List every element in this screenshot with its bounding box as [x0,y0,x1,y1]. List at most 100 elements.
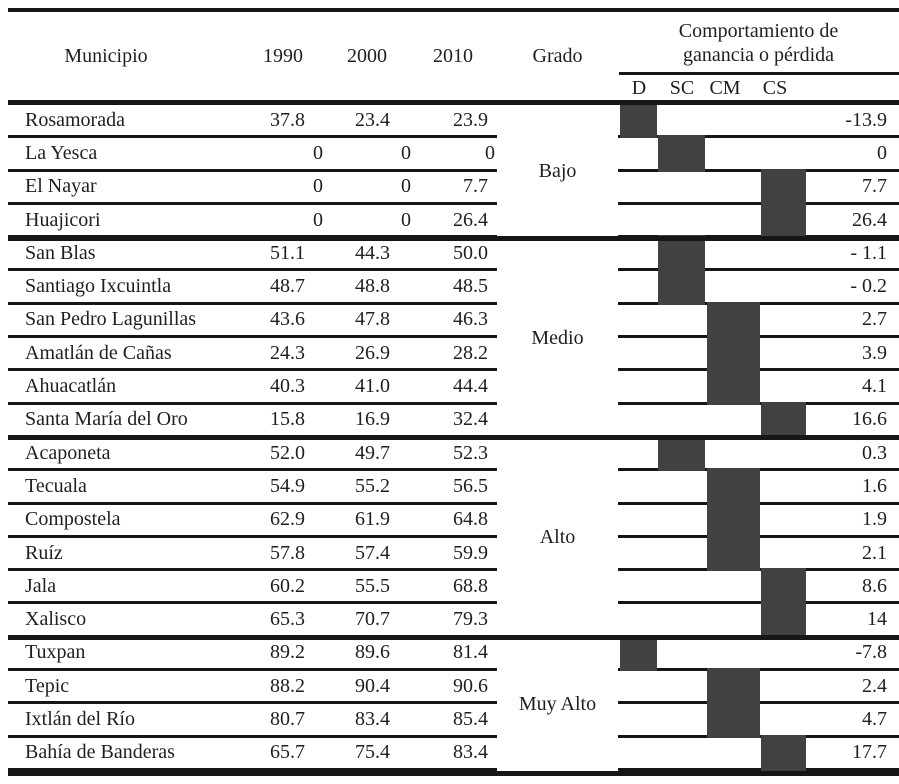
category-marker [658,235,705,272]
category-marker [761,734,806,771]
category-marker [707,301,760,339]
municipio-cell: Tepic [25,674,70,697]
row-left-section: Santa María del Oro 15.8 16.9 32.4 [8,405,497,438]
category-marker [761,401,806,438]
row-left-section: Tuxpan 89.2 89.6 81.4 [8,638,497,672]
table-row: Amatlán de Cañas 24.3 26.9 28.2 3.9 [8,335,899,372]
comportamiento-line-2: ganancia o pérdida [682,44,835,66]
municipality-table: Municipio 1990 2000 2010 Grado Comportam… [8,8,899,776]
category-marker [620,102,657,139]
value-1990-cell: 37.8 [270,108,305,131]
change-value: 4.1 [862,375,887,398]
municipio-cell: Ruíz [25,541,63,564]
col-header-cm: CM [709,77,741,99]
header-left-section: Municipio 1990 2000 2010 [8,12,497,100]
row-left-section: Acaponeta 52.0 49.7 52.3 [8,438,497,472]
value-1990-cell: 0 [313,141,323,164]
value-2000-cell: 90.4 [355,674,390,697]
category-marker [620,634,657,672]
value-1990-cell: 57.8 [270,541,305,564]
change-value: - 1.1 [850,241,887,264]
value-1990-cell: 24.3 [270,341,305,364]
category-marker [707,335,760,372]
value-2010-cell: 50.0 [453,241,488,264]
row-left-section: Tepic 88.2 90.4 90.6 [8,671,497,705]
row-left-section: Xalisco 65.3 70.7 79.3 [8,604,497,638]
change-value: 1.6 [862,474,887,497]
value-1990-cell: 51.1 [270,241,305,264]
value-1990-cell: 65.7 [270,741,305,764]
row-comportamiento-section: 0 [618,135,899,172]
municipio-cell: Santa María del Oro [25,408,188,431]
change-value: -13.9 [845,108,887,131]
municipio-cell: San Blas [25,241,96,264]
change-value: 14 [867,608,887,631]
value-2010-cell: 26.4 [453,208,488,231]
value-2010-cell: 83.4 [453,741,488,764]
row-left-section: Compostela 62.9 61.9 64.8 [8,505,497,538]
value-2000-cell: 0 [401,141,411,164]
value-2010-cell: 32.4 [453,408,488,431]
value-2010-cell: 7.7 [463,175,488,198]
row-left-section: Huajicori 0 0 26.4 [8,205,497,239]
category-marker [761,201,806,239]
row-left-section: El Nayar 0 0 7.7 [8,172,497,205]
municipio-cell: Ahuacatlán [25,375,117,398]
col-header-sc: SC [669,77,695,99]
value-2010-cell: 28.2 [453,341,488,364]
category-marker [707,701,760,738]
grade-label: Alto [539,526,576,549]
category-marker [658,135,705,172]
municipio-cell: Jala [25,574,57,597]
municipio-cell: Santiago Ixcuintla [25,275,172,298]
change-value: - 0.2 [850,275,887,298]
change-value: 3.9 [862,341,887,364]
change-value: 8.6 [862,574,887,597]
category-marker [707,534,760,572]
row-comportamiento-section: - 1.1 [618,235,899,272]
value-2010-cell: 48.5 [453,275,488,298]
table-row: La Yesca 0 0 0 0 [8,135,899,172]
row-left-section: Santiago Ixcuintla 48.7 48.8 48.5 [8,271,497,305]
table-row: El Nayar 0 0 7.7 7.7 [8,168,899,205]
grade-group: Tuxpan 89.2 89.6 81.4 -7.8 Tepic 88.2 90… [8,634,899,771]
municipio-cell: El Nayar [25,175,97,198]
value-1990-cell: 88.2 [270,674,305,697]
table-row: Compostela 62.9 61.9 64.8 1.9 [8,501,899,538]
value-2000-cell: 55.2 [355,474,390,497]
value-2010-cell: 81.4 [453,641,488,664]
table-row: Huajicori 0 0 26.4 26.4 [8,201,899,239]
row-comportamiento-section: 4.1 [618,368,899,405]
table-row: Ruíz 57.8 57.4 59.9 2.1 [8,534,899,572]
table-row: Xalisco 65.3 70.7 79.3 14 [8,601,899,638]
change-value: 1.9 [862,508,887,531]
municipio-cell: Bahía de Banderas [25,741,175,764]
value-1990-cell: 40.3 [270,375,305,398]
table-row: Ahuacatlán 40.3 41.0 44.4 4.1 [8,368,899,405]
header-comportamiento-section: Comportamiento de ganancia o pérdida D S… [618,12,899,100]
row-comportamiento-section: 2.1 [618,534,899,572]
value-2000-cell: 57.4 [355,541,390,564]
change-value: 4.7 [862,707,887,730]
table-row: Ixtlán del Río 80.7 83.4 85.4 4.7 [8,701,899,738]
value-2010-cell: 64.8 [453,508,488,531]
value-2000-cell: 75.4 [355,741,390,764]
row-left-section: Ahuacatlán 40.3 41.0 44.4 [8,371,497,405]
category-marker [658,434,705,472]
value-2010-cell: 68.8 [453,574,488,597]
table-body: Rosamorada 37.8 23.4 23.9 -13.9 La Yesca… [8,102,899,771]
value-2000-cell: 44.3 [355,241,390,264]
table-row: Tecuala 54.9 55.2 56.5 1.6 [8,468,899,505]
change-value: 0.3 [862,441,887,464]
value-1990-cell: 89.2 [270,641,305,664]
row-comportamiento-section: 17.7 [618,734,899,771]
row-left-section: San Pedro Lagunillas 43.6 47.8 46.3 [8,305,497,339]
row-left-section: La Yesca 0 0 0 [8,138,497,172]
value-2000-cell: 23.4 [355,108,390,131]
category-marker [707,368,760,405]
category-marker [707,668,760,705]
category-marker [761,568,806,605]
value-2010-cell: 52.3 [453,441,488,464]
value-1990-cell: 43.6 [270,308,305,331]
change-value: 2.4 [862,674,887,697]
